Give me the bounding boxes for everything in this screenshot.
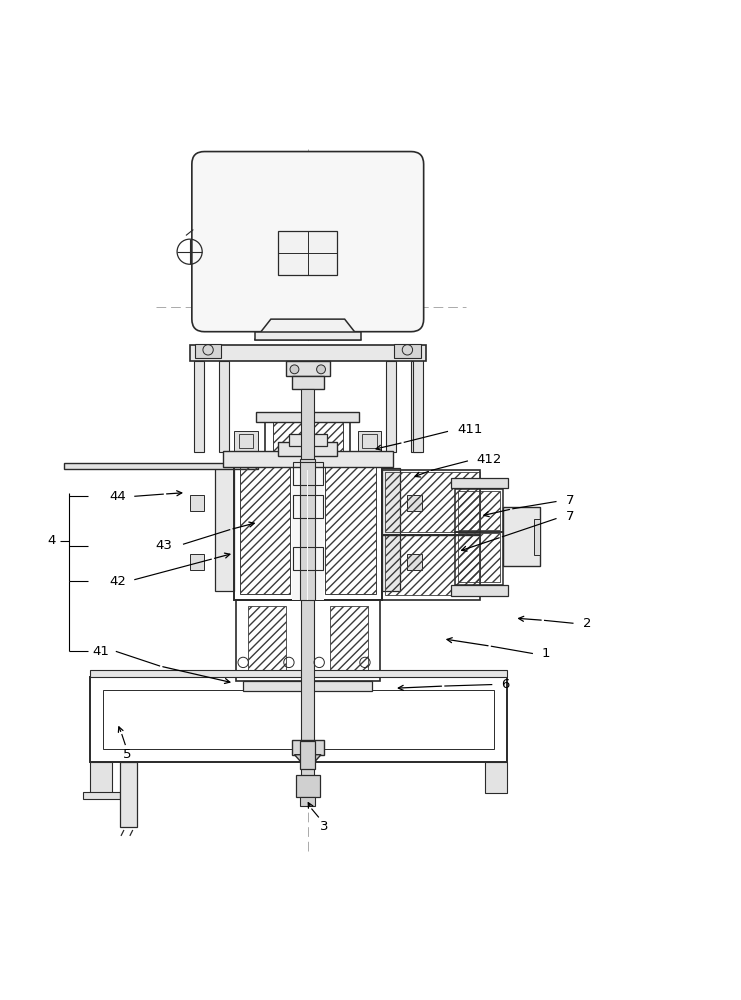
Bar: [293, 462, 322, 485]
Circle shape: [316, 365, 325, 374]
Polygon shape: [294, 755, 321, 769]
Bar: [119, 762, 137, 827]
Bar: [382, 468, 400, 591]
Bar: [485, 762, 507, 793]
Bar: [273, 422, 343, 456]
Bar: [90, 670, 507, 677]
Bar: [382, 470, 480, 535]
Bar: [325, 465, 376, 594]
Bar: [247, 606, 286, 675]
Bar: [459, 491, 500, 530]
Bar: [330, 606, 368, 675]
Text: 44: 44: [110, 490, 127, 503]
Bar: [194, 361, 205, 452]
Bar: [456, 489, 503, 532]
Bar: [240, 465, 290, 594]
Bar: [451, 478, 508, 488]
Bar: [285, 361, 330, 376]
Text: 7: 7: [565, 510, 574, 523]
Bar: [456, 532, 503, 585]
Circle shape: [290, 365, 299, 374]
Bar: [503, 507, 540, 566]
Text: 42: 42: [110, 575, 127, 588]
Bar: [362, 434, 376, 448]
Bar: [243, 681, 372, 691]
Bar: [293, 547, 322, 570]
Bar: [190, 554, 205, 570]
Bar: [90, 677, 507, 762]
Bar: [82, 792, 119, 799]
Bar: [291, 740, 324, 755]
Bar: [265, 419, 350, 459]
Text: 3: 3: [320, 820, 329, 833]
Bar: [307, 470, 308, 600]
Bar: [103, 690, 494, 749]
Bar: [288, 434, 327, 446]
Bar: [386, 361, 396, 452]
Bar: [296, 775, 319, 797]
Text: 41: 41: [93, 645, 110, 658]
Bar: [291, 459, 324, 600]
Bar: [300, 797, 315, 806]
Bar: [300, 741, 315, 769]
Polygon shape: [255, 319, 361, 340]
Bar: [291, 376, 324, 389]
Bar: [90, 762, 112, 793]
Bar: [394, 344, 421, 358]
Text: 412: 412: [476, 453, 502, 466]
FancyBboxPatch shape: [192, 152, 424, 332]
Bar: [190, 345, 426, 361]
Bar: [190, 495, 205, 511]
Text: 43: 43: [156, 539, 172, 552]
Bar: [358, 431, 381, 451]
Text: 6: 6: [502, 678, 510, 691]
Bar: [293, 495, 322, 518]
Text: 5: 5: [123, 748, 131, 761]
Bar: [255, 332, 361, 340]
Bar: [234, 459, 382, 600]
Bar: [408, 554, 422, 570]
Bar: [234, 431, 258, 451]
Bar: [195, 344, 222, 358]
Bar: [216, 468, 234, 591]
Text: 1: 1: [542, 647, 551, 660]
Bar: [278, 231, 337, 275]
Bar: [256, 412, 359, 422]
Bar: [300, 459, 315, 600]
Text: 7: 7: [565, 493, 574, 506]
Bar: [382, 535, 480, 600]
Bar: [413, 360, 423, 452]
Bar: [408, 495, 422, 511]
Bar: [64, 463, 258, 469]
Text: 2: 2: [582, 617, 591, 630]
Bar: [385, 535, 480, 595]
Bar: [459, 533, 500, 582]
Bar: [451, 585, 508, 596]
Bar: [219, 361, 230, 452]
Bar: [301, 389, 314, 792]
Bar: [534, 519, 540, 555]
Text: 4: 4: [47, 534, 56, 547]
Bar: [278, 442, 337, 456]
Bar: [236, 600, 379, 681]
Bar: [385, 472, 480, 532]
Bar: [223, 451, 393, 467]
Bar: [259, 453, 356, 459]
Bar: [239, 434, 253, 448]
Text: 411: 411: [457, 423, 483, 436]
Bar: [411, 361, 422, 452]
